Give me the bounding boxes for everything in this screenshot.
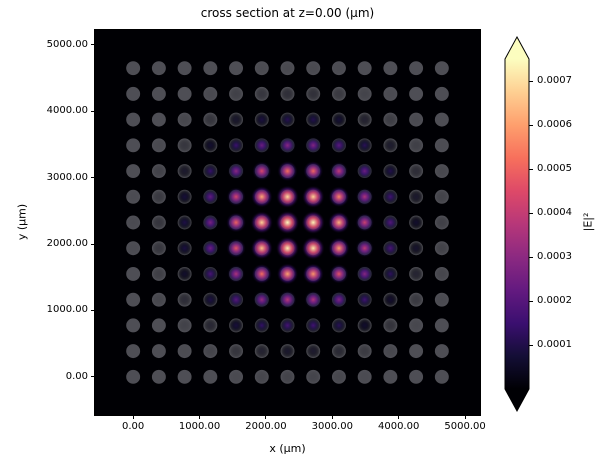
x-tick-label: 5000.00 <box>444 421 486 432</box>
y-tick-label: 2000.00 <box>46 238 88 250</box>
colorbar-tick-label: 0.0004 <box>537 207 572 218</box>
x-axis-label: x (μm) <box>269 442 306 455</box>
x-tick-mark <box>464 415 466 419</box>
x-tick-label: 0.00 <box>122 421 145 432</box>
x-tick-label: 2000.00 <box>245 421 287 432</box>
colorbar-tick-label: 0.0002 <box>537 295 572 306</box>
x-tick-mark <box>132 415 134 419</box>
y-tick-label: 5000.00 <box>46 38 88 50</box>
y-tick-label: 1000.00 <box>46 304 88 316</box>
x-tick-label: 3000.00 <box>311 421 353 432</box>
y-tick-label: 0.00 <box>65 370 88 382</box>
chart-title: cross section at z=0.00 (μm) <box>200 6 375 20</box>
x-tick-label: 4000.00 <box>377 421 420 432</box>
heatmap-canvas <box>94 29 481 416</box>
x-tick-mark <box>331 415 333 419</box>
colorbar-tick-label: 0.0007 <box>537 75 572 86</box>
x-tick-mark <box>398 415 400 419</box>
colorbar-label: |E|² <box>581 212 595 232</box>
colorbar-tick-label: 0.0003 <box>537 251 572 262</box>
y-axis-label: y (μm) <box>15 203 29 241</box>
x-tick-mark <box>265 415 267 419</box>
colorbar-tick-label: 0.0001 <box>537 339 572 350</box>
y-tick-label: 3000.00 <box>46 171 88 183</box>
x-tick-mark <box>199 415 201 419</box>
y-tick-label: 4000.00 <box>46 105 88 117</box>
colorbar <box>504 36 530 413</box>
x-tick-label: 1000.00 <box>178 421 221 432</box>
colorbar-tick-label: 0.0006 <box>537 119 572 130</box>
colorbar-tick-label: 0.0005 <box>537 163 572 174</box>
colorbar-gradient <box>504 36 530 413</box>
